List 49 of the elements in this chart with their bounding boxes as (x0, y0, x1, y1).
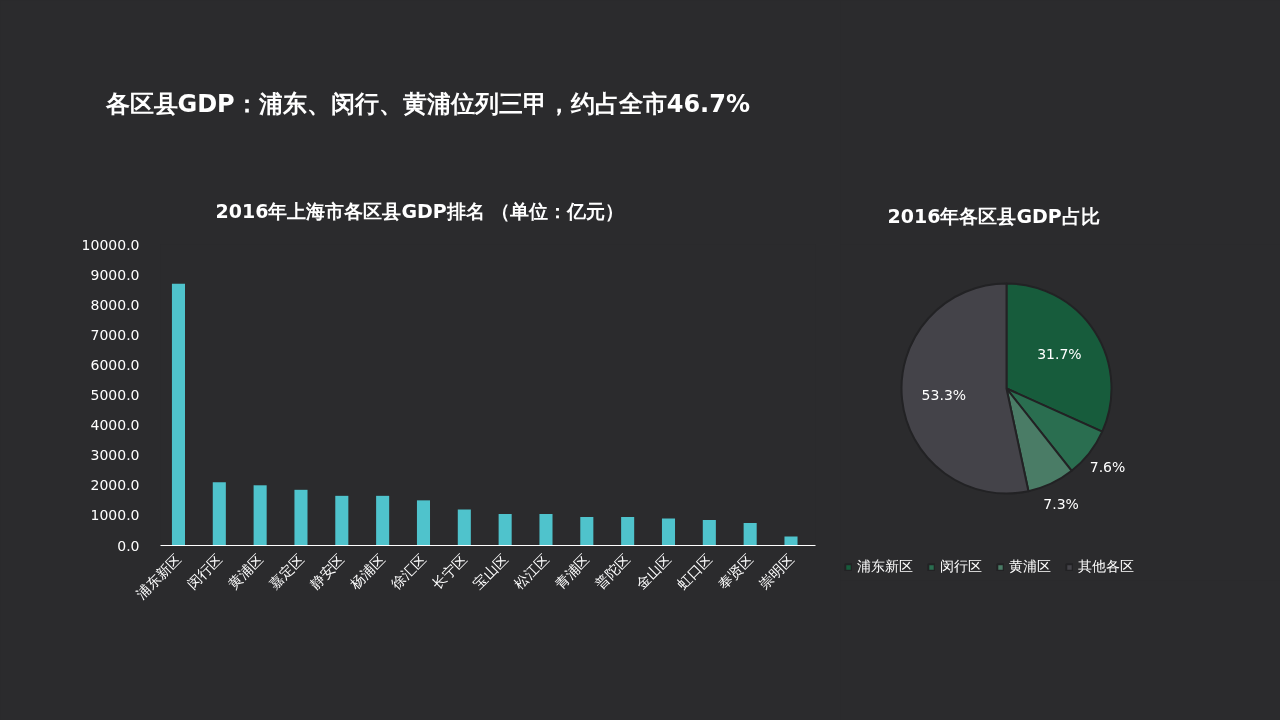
y-tick-label: 1000.0 (90, 507, 140, 524)
legend-label: 其他各区 (1078, 558, 1134, 576)
bar (212, 482, 226, 546)
x-tick-label: 崇明区 (755, 550, 797, 592)
x-tick-label: 徐汇区 (388, 550, 430, 592)
x-tick-label: 闵行区 (183, 550, 225, 592)
bar (376, 495, 390, 546)
y-tick-label: 9000.0 (90, 266, 140, 283)
chart-title: 各区县GDP：浦东、闵行、黄浦位列三甲，约占全市46.7% (104, 89, 750, 118)
x-tick-label: 奉贤区 (714, 550, 756, 592)
x-tick-label: 黄浦区 (224, 550, 266, 592)
x-tick-label: 金山区 (633, 550, 675, 592)
x-tick-label: 静安区 (306, 550, 348, 592)
x-tick-label: 嘉定区 (265, 550, 307, 592)
bar (416, 500, 431, 546)
y-tick-label: 10000.0 (81, 236, 140, 253)
y-tick-label: 2000.0 (90, 477, 140, 494)
bar (498, 513, 512, 546)
chart-title: 2016年各区县GDP占比 (887, 205, 1100, 227)
bar (171, 283, 185, 546)
y-tick-label: 7000.0 (90, 326, 140, 343)
x-tick-label: 松江区 (510, 550, 552, 592)
data-label: 53.3% (921, 387, 967, 404)
x-tick-label: 宝山区 (469, 550, 511, 592)
bar (539, 513, 553, 546)
chart-subtitle: 2016年上海市各区县GDP排名 （单位：亿元） (215, 199, 625, 222)
bar (784, 536, 798, 546)
bar (457, 509, 471, 546)
x-tick-label: 长宁区 (428, 550, 470, 592)
bar (661, 518, 676, 546)
x-tick-label: 虹口区 (673, 550, 715, 592)
bar (702, 519, 716, 546)
x-tick-label: 青浦区 (551, 550, 593, 592)
bar (335, 495, 349, 546)
y-tick-label: 5000.0 (90, 387, 140, 403)
data-label: 7.3% (1043, 496, 1079, 513)
bar (253, 485, 267, 546)
bar (621, 516, 635, 546)
data-label: 7.6% (1089, 459, 1126, 476)
y-tick-label: 4000.0 (90, 417, 140, 434)
y-tick-label: 6000.0 (90, 356, 140, 373)
x-tick-label: 杨浦区 (346, 550, 389, 593)
bar (580, 516, 594, 546)
bar (743, 522, 757, 546)
bar (294, 489, 308, 546)
y-tick-label: 8000.0 (90, 296, 140, 313)
data-label: 31.7% (1037, 346, 1082, 363)
y-tick-label: 3000.0 (90, 447, 140, 464)
x-tick-label: 普陀区 (592, 550, 634, 592)
